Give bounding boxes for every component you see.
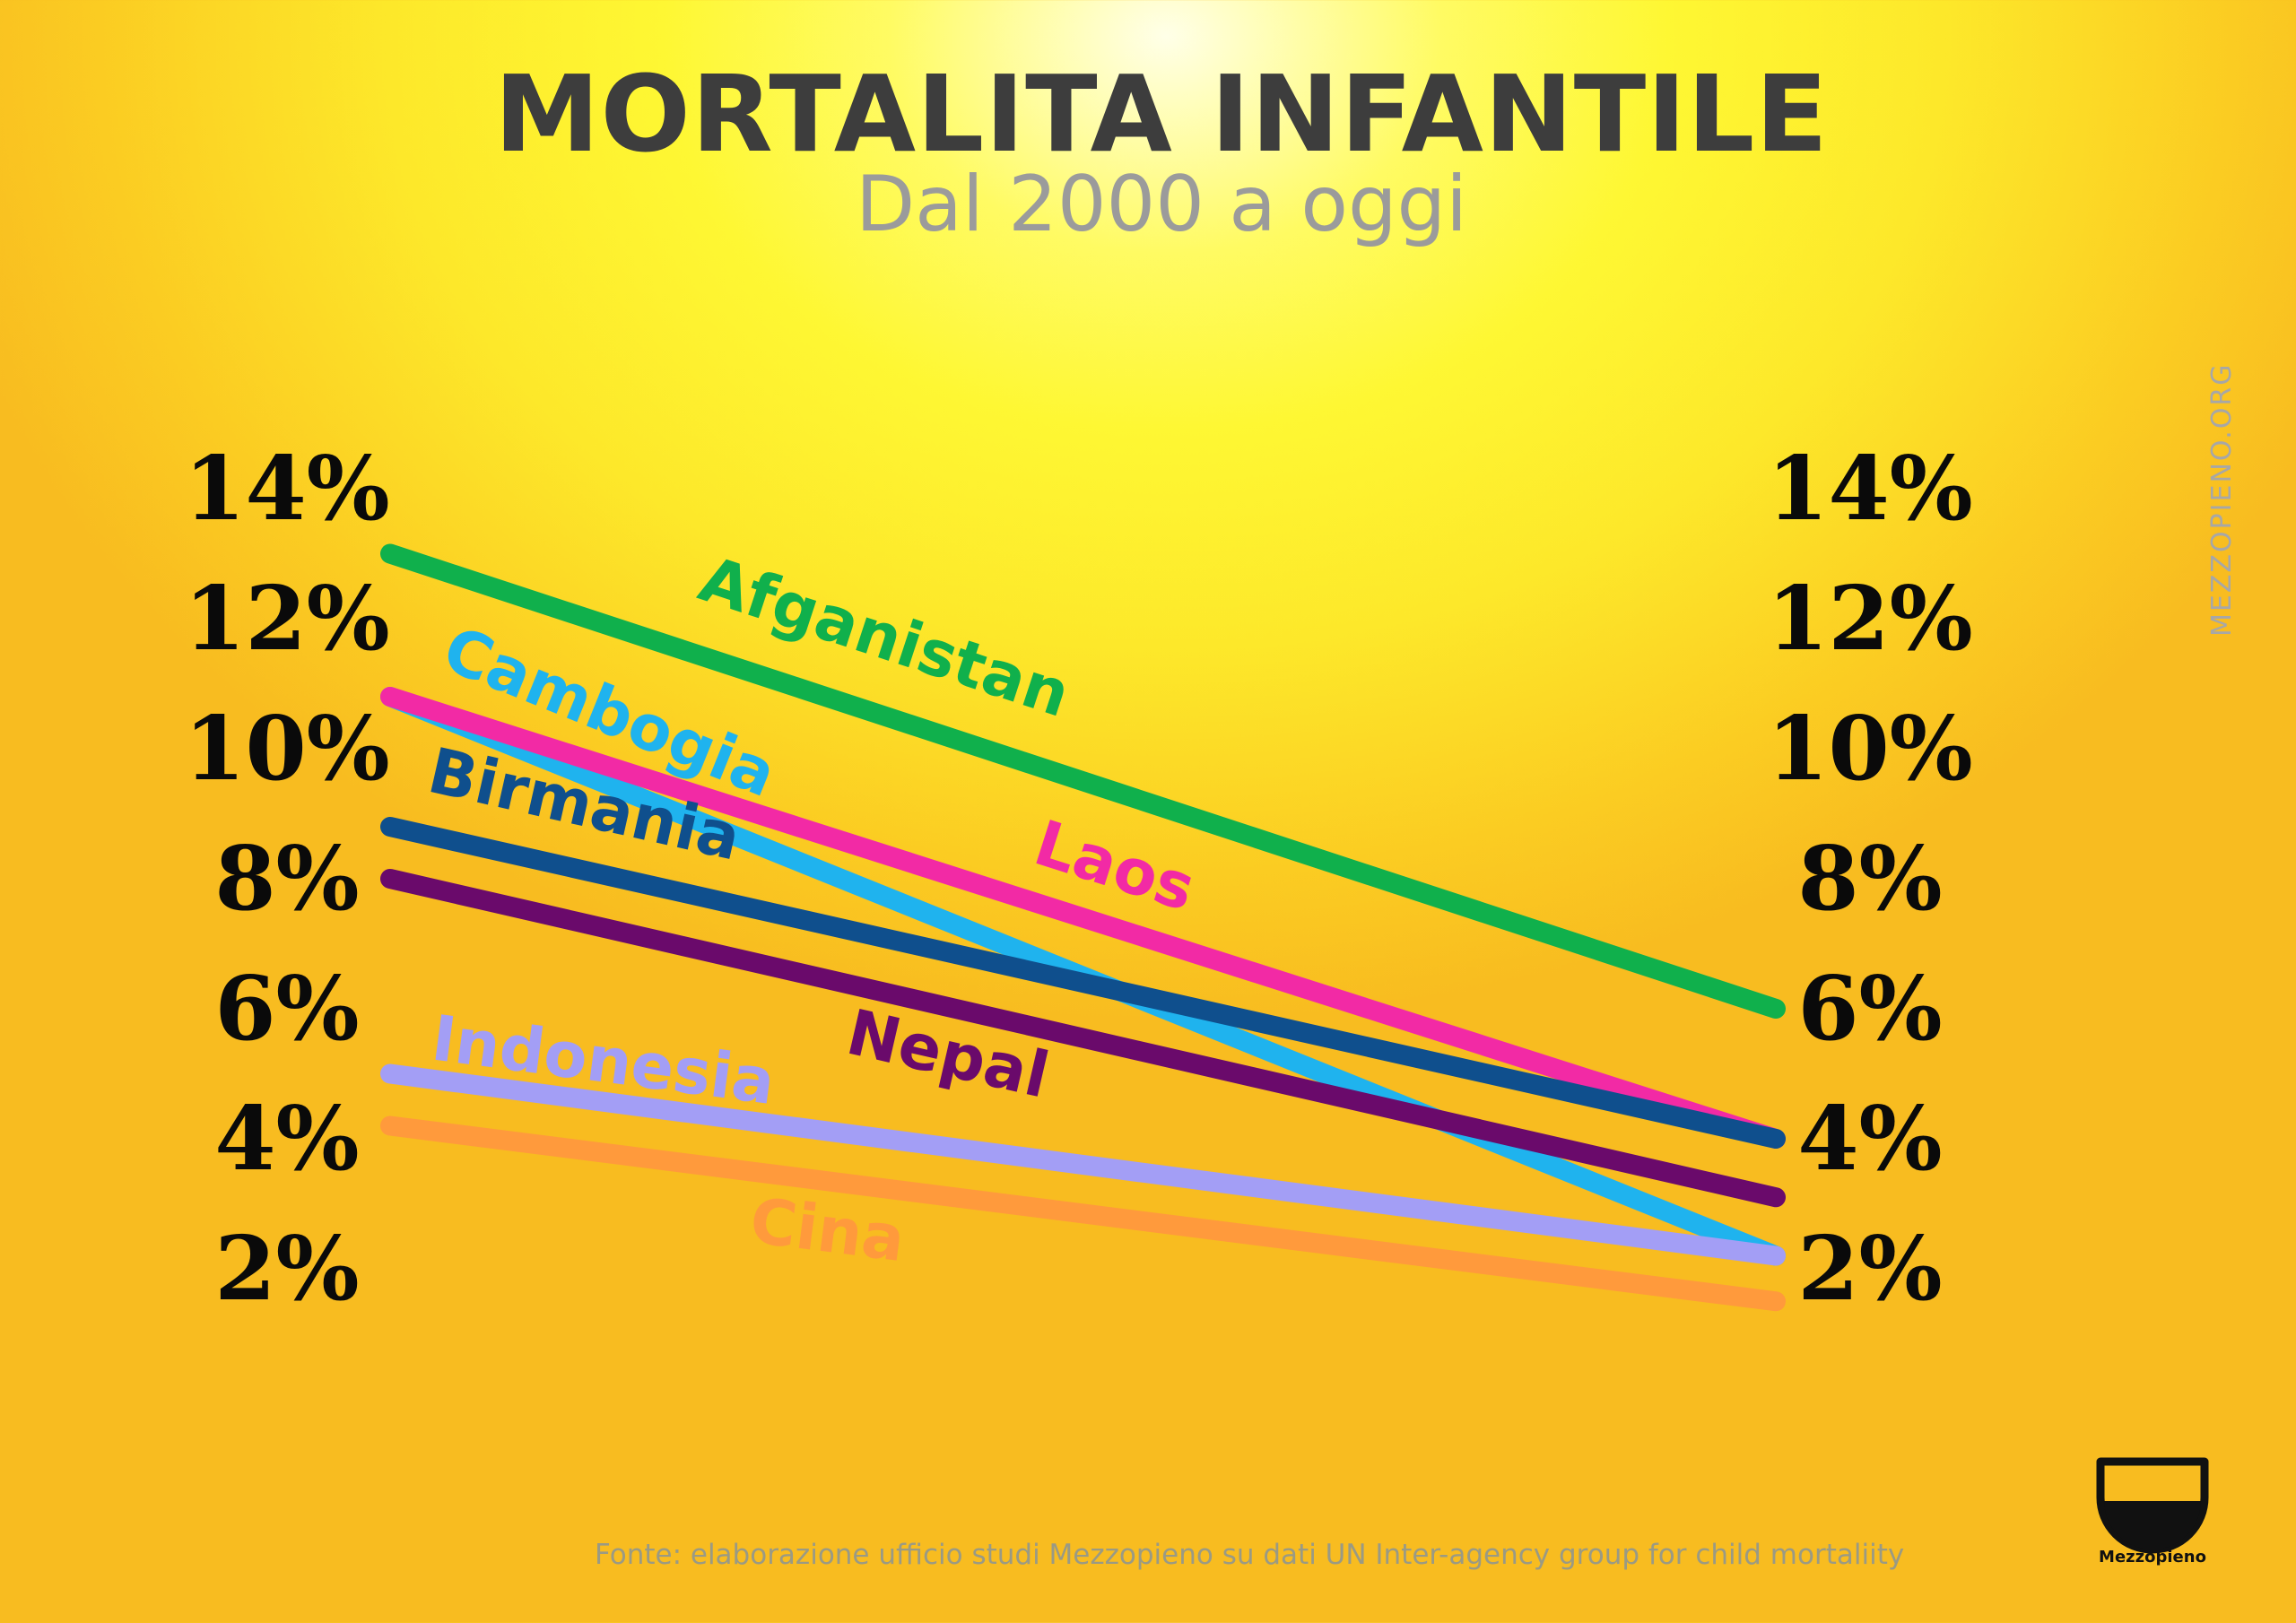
- series-line-birmania: [380, 817, 1786, 1149]
- y-tick-right: 14%: [1767, 438, 1973, 541]
- y-axis-left: 14% 12% 10% 8% 6% 4% 2%: [184, 438, 390, 1321]
- y-tick-right: 10%: [1767, 698, 1973, 801]
- y-tick-left: 4%: [214, 1088, 359, 1191]
- series-line-cina: [380, 1115, 1786, 1312]
- page-subtitle: Dal 2000 a oggi: [855, 160, 1468, 249]
- y-tick-left: 2%: [214, 1218, 359, 1321]
- y-axis-right: 14% 12% 10% 8% 6% 4% 2%: [1767, 438, 1973, 1321]
- source-note: Fonte: elaborazione ufficio studi Mezzop…: [595, 1539, 1905, 1571]
- y-tick-right: 2%: [1797, 1218, 1942, 1321]
- series-line-nepal: [380, 869, 1786, 1208]
- series-line-indonesia: [380, 1063, 1786, 1266]
- series-lines: [380, 543, 1786, 1312]
- series-line-laos: [380, 687, 1786, 1149]
- y-tick-left: 8%: [214, 828, 359, 931]
- y-tick-right: 12%: [1767, 568, 1973, 671]
- half-full-glass-icon: [2096, 1457, 2209, 1554]
- series-line-afganistan: [380, 543, 1786, 1019]
- y-tick-left: 14%: [184, 438, 390, 541]
- y-tick-left: 6%: [214, 958, 359, 1061]
- y-tick-right: 4%: [1797, 1088, 1942, 1191]
- y-tick-right: 8%: [1797, 828, 1942, 931]
- logo-label: Mezzopieno: [2099, 1548, 2206, 1567]
- y-tick-right: 6%: [1797, 958, 1942, 1061]
- page-title: MORTALITA INFANTILE: [494, 52, 1829, 176]
- series-label-afganistan: Afganistan: [691, 542, 1078, 731]
- y-tick-left: 10%: [184, 698, 390, 801]
- y-tick-left: 12%: [184, 568, 390, 671]
